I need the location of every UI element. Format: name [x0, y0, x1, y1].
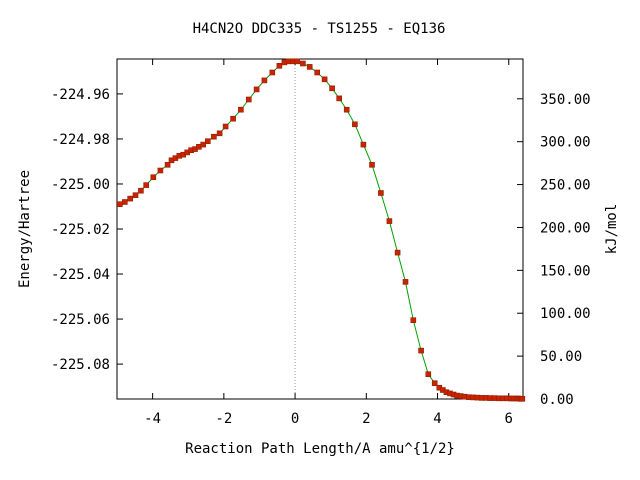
data-point — [253, 86, 260, 93]
x-tick-label: 6 — [505, 411, 513, 427]
data-point — [410, 317, 417, 324]
data-point — [431, 380, 438, 387]
data-point — [150, 174, 157, 180]
y-tick-label: -225.02 — [51, 222, 110, 238]
data-point — [276, 62, 283, 69]
data-point — [211, 133, 217, 140]
data-point — [117, 201, 123, 207]
data-point — [336, 95, 343, 102]
data-point — [314, 69, 321, 76]
x-tick-label: -4 — [144, 411, 161, 427]
data-point — [418, 347, 424, 354]
y2-tick-label: 50.00 — [540, 349, 582, 365]
y-tick-label: -225.08 — [51, 357, 110, 373]
y2-tick-label: 200.00 — [540, 220, 591, 236]
y-tick-label: -225.04 — [51, 267, 110, 283]
data-point — [132, 192, 139, 198]
data-point — [122, 199, 128, 205]
data-point — [329, 85, 335, 92]
data-point — [394, 249, 401, 256]
x-tick-label: 4 — [433, 411, 441, 427]
data-point — [157, 167, 164, 174]
y-tick-label: -224.96 — [51, 87, 110, 103]
data-point — [216, 130, 223, 137]
data-point — [127, 195, 133, 202]
y2-tick-label: 0.00 — [540, 392, 574, 408]
y-axis-label: Energy/Hartree — [17, 170, 33, 288]
energy-curve-line — [119, 60, 523, 400]
data-point — [402, 279, 409, 285]
x-tick-label: 0 — [291, 411, 299, 427]
y2-tick-label: 100.00 — [540, 306, 591, 322]
y2-tick-label: 350.00 — [540, 92, 591, 108]
data-point — [343, 106, 350, 113]
data-point — [386, 218, 393, 224]
data-point — [205, 138, 211, 144]
y-tick-label: -225.06 — [51, 312, 110, 328]
data-point — [321, 76, 328, 83]
data-point — [519, 395, 526, 402]
data-point — [222, 123, 229, 130]
data-point — [369, 162, 375, 168]
y-tick-label: -225.00 — [51, 177, 110, 193]
data-point — [425, 371, 432, 378]
y2-tick-label: 250.00 — [540, 178, 591, 194]
x-axis-label: Reaction Path Length/A amu^{1/2} — [185, 441, 455, 457]
y2-axis-label: kJ/mol — [604, 204, 620, 255]
data-point — [261, 77, 268, 84]
x-tick-label: -2 — [215, 411, 232, 427]
data-point — [230, 115, 236, 122]
data-point — [138, 187, 144, 194]
x-tick-label: 2 — [362, 411, 370, 427]
data-point — [294, 58, 301, 65]
data-point — [300, 60, 306, 67]
y2-tick-label: 300.00 — [540, 135, 591, 151]
data-point — [269, 69, 276, 76]
data-point — [306, 64, 313, 70]
data-point — [238, 106, 244, 113]
data-point — [352, 121, 358, 128]
y-tick-label: -224.98 — [51, 132, 110, 148]
y2-tick-label: 150.00 — [540, 263, 591, 279]
data-point — [164, 162, 171, 168]
data-point — [143, 182, 149, 188]
chart-title: H4CN2O DDC335 - TS1255 - EQ136 — [193, 21, 446, 37]
data-point — [246, 96, 252, 103]
plot-frame — [116, 58, 524, 400]
data-point — [378, 190, 384, 196]
data-point — [200, 141, 206, 148]
data-point — [360, 141, 367, 148]
